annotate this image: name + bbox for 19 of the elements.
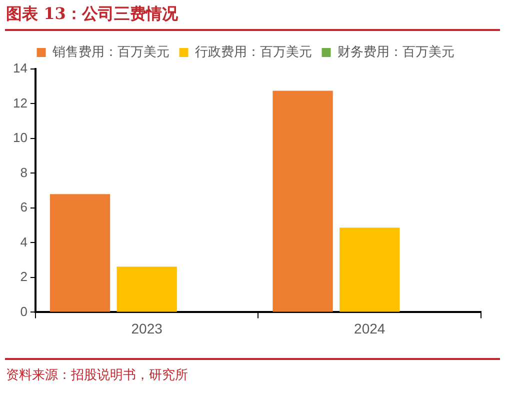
y-tick-label: 4 [20,234,28,250]
y-tick-label: 2 [20,269,28,284]
bar [340,228,400,312]
y-tick-label: 14 [12,60,28,76]
bar [272,90,333,312]
bar [116,266,177,312]
text: 资料来源：招股说明书，研究所 [6,367,188,384]
legend-label: 财务费用：百万美元 [337,44,454,60]
x-tick-label: 2023 [131,320,163,336]
y-tick-label: 0 [20,304,28,319]
y-tick-label: 8 [20,164,28,180]
y-tick-label: 10 [12,130,28,146]
bar [50,194,110,312]
legend-label: 行政费用：百万美元 [194,44,312,60]
y-tick-label: 6 [20,200,28,215]
x-tick-label: 2024 [354,320,386,336]
chart-title: 图表 13：公司三费情况 [6,4,178,25]
y-tick-label: 12 [12,95,28,110]
legend-label: 销售费用：百万美元 [51,44,170,60]
